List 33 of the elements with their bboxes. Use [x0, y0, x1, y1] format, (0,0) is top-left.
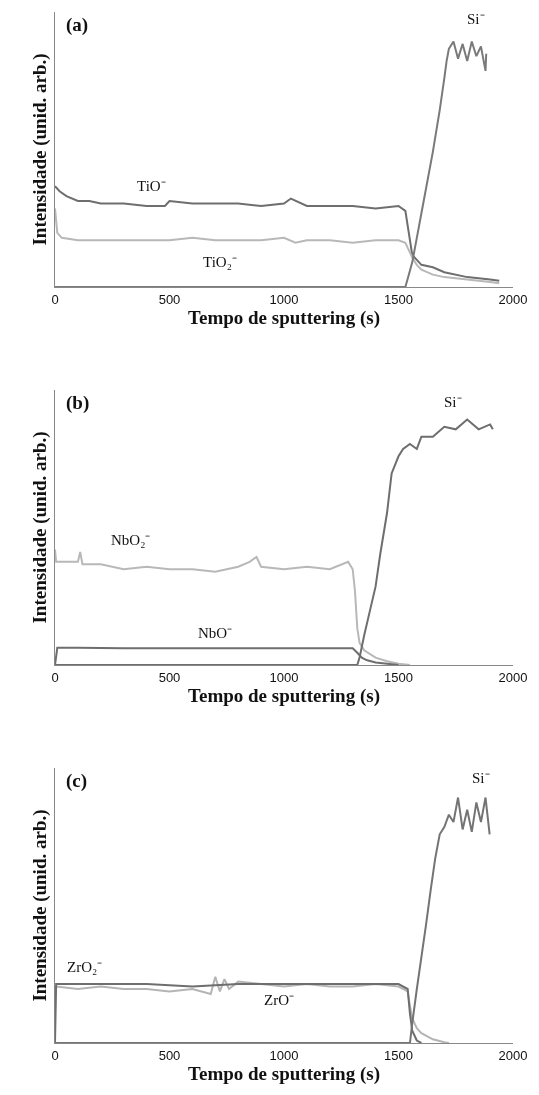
- x-tick-label: 1500: [384, 669, 413, 685]
- chart-title: (a): [66, 14, 89, 36]
- x-tick-label: 500: [158, 291, 181, 307]
- series-label: TiO₂⁻: [203, 254, 237, 270]
- x-tick-label: 1000: [269, 669, 299, 685]
- x-tick-label: 1500: [384, 291, 413, 307]
- series-label: Si⁻: [472, 770, 490, 786]
- x-tick-label: 500: [158, 669, 181, 685]
- series-label: NbO₂⁻: [111, 532, 151, 548]
- x-tick-label: 2000: [498, 1047, 528, 1063]
- series-label: ZrO₂⁻: [67, 959, 103, 975]
- x-tick-label: 0: [51, 1047, 59, 1063]
- y-axis-title: Intensidade (unid. arb.): [28, 431, 51, 624]
- y-axis-title: Intensidade (unid. arb.): [28, 809, 51, 1002]
- x-tick-label: 1000: [269, 291, 299, 307]
- chart-title: (b): [66, 392, 90, 414]
- y-axis-title: Intensidade (unid. arb.): [28, 53, 51, 246]
- x-tick-label: 1000: [269, 1047, 299, 1063]
- x-tick-label: 1500: [384, 1047, 413, 1063]
- series-label: NbO⁻: [198, 625, 233, 641]
- series-label: Si⁻: [444, 394, 462, 410]
- chart-title: (c): [66, 770, 88, 792]
- x-tick-label: 0: [51, 669, 59, 685]
- x-tick-label: 2000: [498, 669, 528, 685]
- x-axis-title: Tempo de sputtering (s): [188, 684, 380, 707]
- x-tick-label: 0: [51, 291, 59, 307]
- series-label: TiO⁻: [137, 178, 166, 194]
- x-axis-title: Tempo de sputtering (s): [188, 306, 380, 329]
- series-label: ZrO⁻: [264, 992, 294, 1008]
- x-tick-label: 2000: [498, 291, 528, 307]
- series-label: Si⁻: [467, 11, 485, 27]
- x-axis-title: Tempo de sputtering (s): [188, 1062, 380, 1085]
- x-tick-label: 500: [158, 1047, 181, 1063]
